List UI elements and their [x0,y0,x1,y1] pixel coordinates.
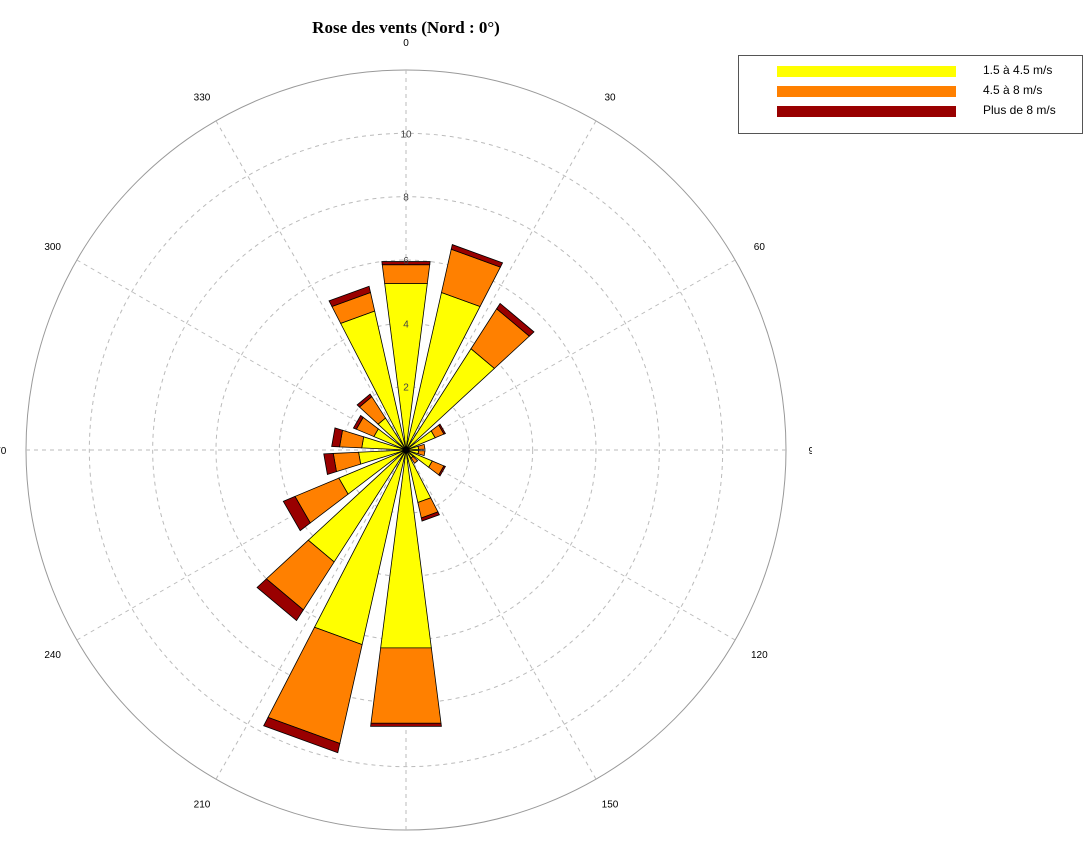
radial-label-10: 10 [400,129,412,140]
spoke-150 [405,449,597,780]
bar-180-series-2 [370,722,442,727]
legend-item: 4.5 à 8 m/s [739,82,1082,100]
bar-320-series-2 [356,393,373,408]
angle-label-90: 90 [808,446,812,457]
radial-label-6: 6 [403,256,409,267]
angle-label-120: 120 [751,650,768,661]
angle-label-150: 150 [602,799,619,810]
radial-label-4: 4 [403,319,409,330]
radial-ring-4 [278,322,534,578]
legend-item: 1.5 à 4.5 m/s [739,62,1082,80]
bar-160-series-2 [420,511,440,522]
axis-labels: 0306090120150180210240270300330246810 [0,38,812,810]
bar-280-series-2 [331,427,343,448]
bar-0-series-1 [381,264,431,284]
bar-120-series-2 [438,465,447,477]
legend-swatch [777,106,956,117]
radial-label-8: 8 [403,193,409,204]
bar-80-series-1 [417,443,426,450]
bar-100-series-1 [417,450,426,457]
bar-140-series-1 [410,455,419,464]
legend-swatch [777,86,956,97]
bar-280-series-1 [339,429,365,449]
wind-bars [256,244,535,754]
bar-180-series-1 [370,647,442,724]
bar-0-series-0 [384,283,428,451]
bar-20-series-2 [450,244,504,268]
wind-rose-chart: 0306090120150180210240270300330246810 [0,38,812,831]
legend-label: Plus de 8 m/s [983,103,1056,117]
angle-label-210: 210 [194,799,211,810]
radial-ring-10 [88,132,724,768]
angle-label-60: 60 [754,242,766,253]
legend-label: 1.5 à 4.5 m/s [983,63,1053,77]
bar-260-series-1 [332,451,362,473]
angle-label-240: 240 [44,650,61,661]
bar-300-series-2 [352,414,364,430]
angle-label-300: 300 [44,242,61,253]
bar-200-series-2 [263,716,341,754]
legend: 1.5 à 4.5 m/s 4.5 à 8 m/s Plus de 8 m/s [738,55,1083,134]
radial-label-2: 2 [403,383,409,394]
chart-title: Rose des vents (Nord : 0°) [312,18,500,37]
angle-label-0: 0 [403,38,409,49]
bar-260-series-2 [323,453,337,476]
bar-340-series-2 [328,285,371,307]
legend-item: Plus de 8 m/s [739,102,1082,120]
bar-180-series-0 [380,449,432,649]
angle-label-270: 270 [0,446,7,457]
polar-grid [25,69,787,831]
bar-0-series-2 [381,261,431,266]
angle-label-30: 30 [604,93,616,104]
radial-ring-8 [152,196,660,704]
bar-40-series-2 [496,302,535,337]
bar-220-series-2 [256,578,304,622]
angle-label-330: 330 [194,93,211,104]
legend-swatch [777,66,956,77]
bar-240-series-2 [282,495,311,532]
bar-60-series-2 [438,423,447,435]
legend-label: 4.5 à 8 m/s [983,83,1043,97]
